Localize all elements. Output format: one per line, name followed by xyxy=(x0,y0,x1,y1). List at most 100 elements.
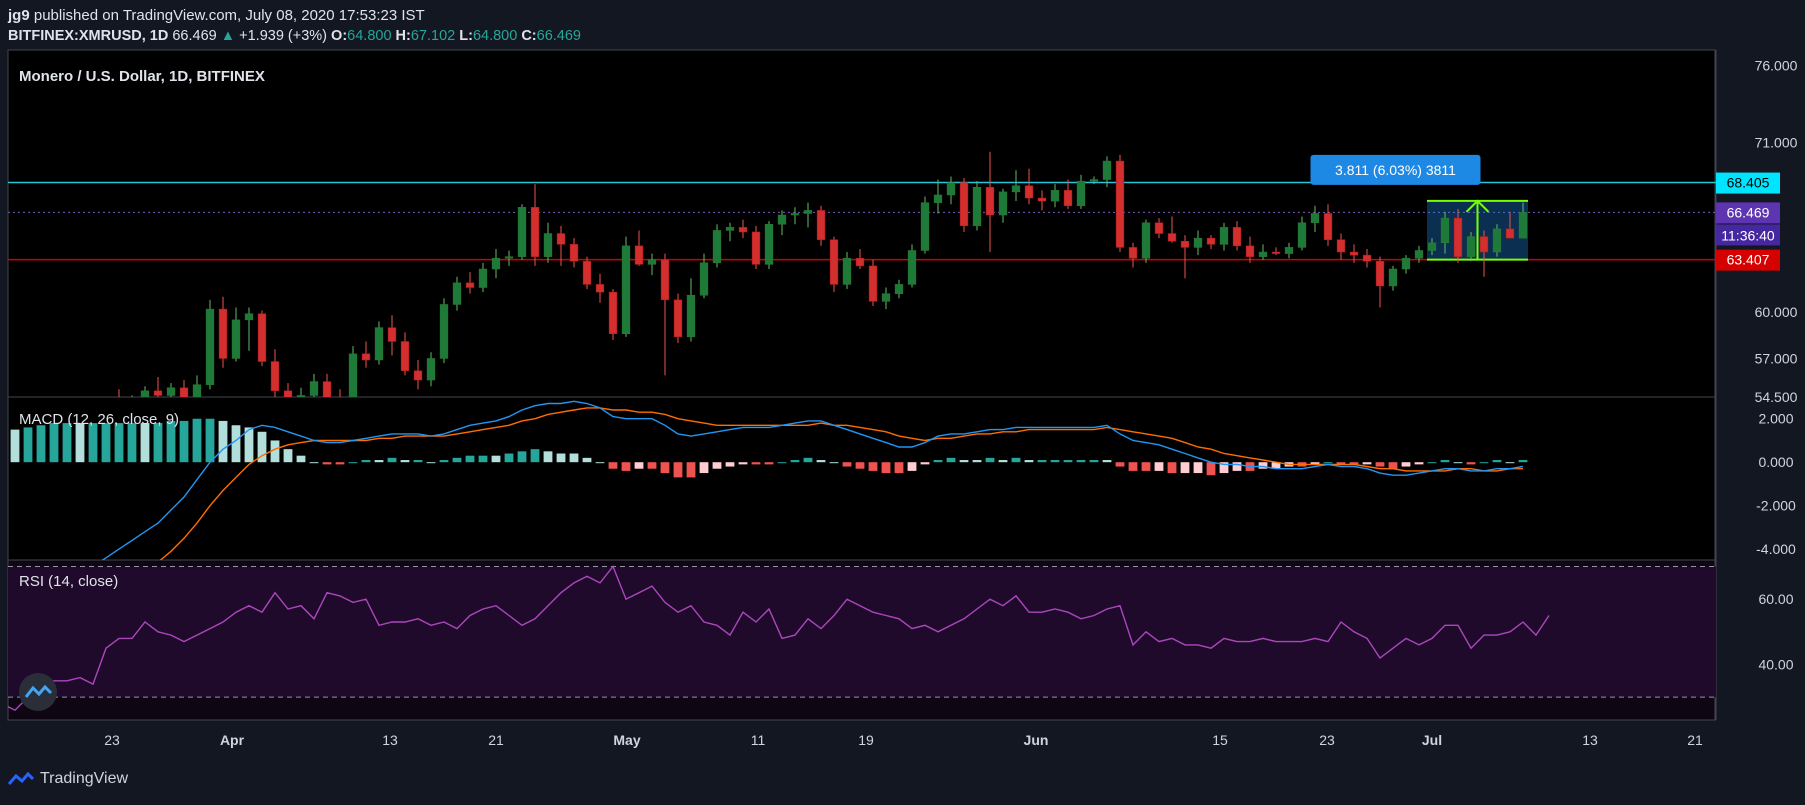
macd-histogram-bar xyxy=(1024,460,1034,463)
candle-body xyxy=(0,436,6,444)
candle-body xyxy=(530,207,540,257)
candle-body xyxy=(1024,185,1034,199)
macd-histogram-bar xyxy=(426,462,436,464)
time-tick-label: Jul xyxy=(1422,732,1442,748)
candle-body xyxy=(582,261,592,285)
macd-tick-label: 0.000 xyxy=(1758,454,1793,470)
macd-histogram-bar xyxy=(1154,462,1164,471)
macd-histogram-bar xyxy=(1375,462,1385,467)
candle-body xyxy=(270,361,280,392)
macd-histogram-bar xyxy=(842,462,852,467)
candle-body xyxy=(374,327,384,361)
macd-histogram-bar xyxy=(1089,460,1099,463)
candle-body xyxy=(1167,233,1177,242)
candle-body xyxy=(218,308,228,359)
macd-histogram-bar xyxy=(296,455,306,463)
candle-body xyxy=(413,370,423,381)
candle-body xyxy=(1180,240,1190,248)
candle-body xyxy=(868,265,878,302)
macd-histogram-bar xyxy=(114,423,124,463)
candle-body xyxy=(283,390,293,397)
resistance-badge-box xyxy=(1716,172,1780,194)
candle-body xyxy=(1427,242,1437,251)
candle-body xyxy=(1362,254,1372,262)
macd-histogram-bar xyxy=(699,462,709,474)
macd-histogram-bar xyxy=(985,457,995,463)
macd-histogram-bar xyxy=(23,427,33,463)
macd-histogram-bar xyxy=(1453,462,1463,464)
candle-body xyxy=(1258,251,1268,257)
candle-body xyxy=(556,233,566,245)
author-line: jg9 published on TradingView.com, July 0… xyxy=(8,6,581,26)
macd-histogram-bar xyxy=(1180,462,1190,474)
candle-body xyxy=(1401,257,1411,270)
macd-histogram-bar xyxy=(179,420,189,463)
macd-histogram-bar xyxy=(1388,462,1398,469)
macd-histogram-bar xyxy=(127,423,137,463)
candle-body xyxy=(660,259,670,301)
macd-histogram-bar xyxy=(1258,462,1268,469)
author-name[interactable]: jg9 xyxy=(8,7,30,24)
candle-body xyxy=(387,327,397,342)
time-tick-label: 13 xyxy=(382,732,398,748)
macd-histogram-bar xyxy=(686,462,696,478)
candle-body xyxy=(920,202,930,251)
macd-histogram-bar xyxy=(595,462,605,464)
footer-brand[interactable]: TradingView xyxy=(40,770,129,787)
candle-body xyxy=(452,282,462,305)
candle-body xyxy=(621,245,631,335)
macd-histogram-bar xyxy=(894,462,904,474)
macd-histogram-bar xyxy=(530,449,540,463)
candle-body xyxy=(491,257,501,270)
candle-body xyxy=(400,341,410,372)
macd-histogram-bar xyxy=(1271,462,1281,469)
symbol-name[interactable]: BITFINEX:XMRUSD, 1D xyxy=(8,28,169,44)
rsi-band xyxy=(8,566,1716,698)
time-tick-label: May xyxy=(613,732,640,748)
candle-body xyxy=(842,257,852,285)
up-arrow-icon: ▲ xyxy=(220,28,236,44)
macd-histogram-bar xyxy=(972,460,982,463)
candle-body xyxy=(1284,247,1294,254)
candle-body xyxy=(1440,217,1450,244)
support-badge: 63.407 xyxy=(1727,252,1770,268)
candle-body xyxy=(1154,222,1164,234)
candle-body xyxy=(1323,213,1333,240)
macd-histogram-bar xyxy=(1115,462,1125,467)
macd-histogram-bar xyxy=(855,462,865,469)
macd-histogram-bar xyxy=(959,460,969,463)
countdown-badge: 11:36:40 xyxy=(1721,227,1775,243)
candle-body xyxy=(686,294,696,338)
candle-body xyxy=(426,358,436,381)
price-change: +1.939 (+3%) xyxy=(239,28,328,44)
support-badge-box xyxy=(1716,249,1780,271)
time-tick-label: 13 xyxy=(1582,732,1598,748)
macd-histogram-bar xyxy=(257,431,267,463)
candle-body xyxy=(296,395,306,397)
macd-histogram-bar xyxy=(933,460,943,463)
resistance-badge: 68.405 xyxy=(1727,175,1770,191)
candle-body xyxy=(1297,222,1307,248)
macd-histogram-bar xyxy=(491,455,501,463)
macd-histogram-bar xyxy=(49,423,59,463)
macd-histogram-bar xyxy=(192,418,202,463)
candle-body xyxy=(998,191,1008,216)
macd-histogram-bar xyxy=(868,462,878,471)
macd-histogram-bar xyxy=(647,462,657,469)
macd-histogram-bar xyxy=(1401,462,1411,467)
macd-histogram-bar xyxy=(1336,462,1346,465)
time-tick-label: Apr xyxy=(220,732,245,748)
macd-histogram-bar xyxy=(1011,457,1021,463)
macd-histogram-bar xyxy=(569,453,579,463)
candle-body xyxy=(933,194,943,203)
macd-histogram-bar xyxy=(348,462,358,464)
candle-body xyxy=(1466,236,1476,257)
macd-histogram-bar xyxy=(1310,462,1320,465)
macd-histogram-bar xyxy=(1349,462,1359,465)
candle-body xyxy=(829,239,839,285)
macd-tick-label: -2.000 xyxy=(1756,498,1796,514)
macd-histogram-bar xyxy=(1466,462,1476,465)
macd-histogram-bar xyxy=(1427,462,1437,464)
macd-histogram-bar xyxy=(1440,460,1450,463)
